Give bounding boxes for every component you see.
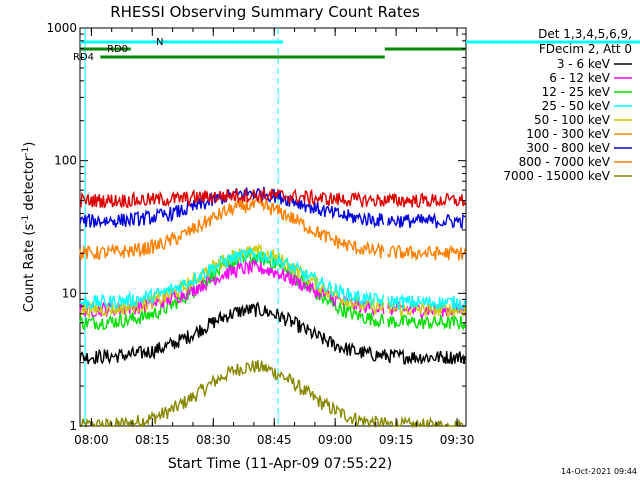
legend-label-3: 25 - 50 keV — [542, 99, 611, 113]
flag-label-n: N — [156, 37, 163, 48]
y-tick-label-1: 10 — [62, 286, 77, 300]
series-line-7 — [79, 197, 466, 261]
legend-label-8: 7000 - 15000 keV — [503, 169, 610, 183]
ylabel-sup-1: -1 — [21, 215, 31, 224]
legend-label-2: 12 - 25 keV — [542, 85, 611, 99]
timestamp: 14-Oct-2021 09:44 — [561, 467, 637, 476]
ylabel-part-3: ) — [22, 142, 37, 147]
series-line-extra-red — [79, 188, 466, 209]
flag-label-rd0: RD0 — [107, 44, 128, 55]
legend-label-6: 300 - 800 keV — [526, 141, 610, 155]
ylabel-sup-2: -1 — [21, 147, 31, 156]
x-tick-label-0: 08:00 — [74, 433, 109, 447]
legend: Det 1,3,4,5,6,9, FDecim 2, Att 0 3 - 6 k… — [503, 27, 632, 183]
x-tick-label-3: 08:45 — [257, 433, 292, 447]
ylabel-part-2: detector — [22, 155, 37, 215]
x-tick-label-4: 09:00 — [318, 433, 353, 447]
plot-frame — [79, 27, 467, 427]
legend-label-7: 800 - 7000 keV — [519, 155, 611, 169]
chart-title: RHESSI Observing Summary Count Rates — [110, 3, 420, 21]
series-line-0 — [79, 301, 466, 365]
legend-label-1: 6 - 12 keV — [549, 71, 611, 85]
legend-label-4: 50 - 100 keV — [534, 113, 611, 127]
legend-header-2: FDecim 2, Att 0 — [539, 42, 632, 56]
legend-label-0: 3 - 6 keV — [557, 57, 611, 71]
series-line-8 — [79, 359, 465, 429]
y-axis-label: Count Rate (s-1 detector-1) — [21, 142, 37, 313]
legend-label-5: 100 - 300 keV — [526, 127, 610, 141]
x-tick-label-1: 08:15 — [135, 433, 170, 447]
ylabel-part-1: Count Rate (s — [22, 224, 37, 313]
x-tick-label-2: 08:30 — [196, 433, 231, 447]
x-tick-label-6: 09:30 — [440, 433, 475, 447]
x-axis-label: Start Time (11-Apr-09 07:55:22) — [168, 456, 392, 472]
y-tick-label-2: 100 — [54, 154, 77, 168]
series-line-3 — [79, 247, 466, 311]
y-tick-label-0: 1 — [69, 419, 77, 433]
y-tick-label-3: 1000 — [46, 21, 77, 35]
legend-header-1: Det 1,3,4,5,6,9, — [538, 27, 632, 41]
x-tick-label-5: 09:15 — [379, 433, 414, 447]
